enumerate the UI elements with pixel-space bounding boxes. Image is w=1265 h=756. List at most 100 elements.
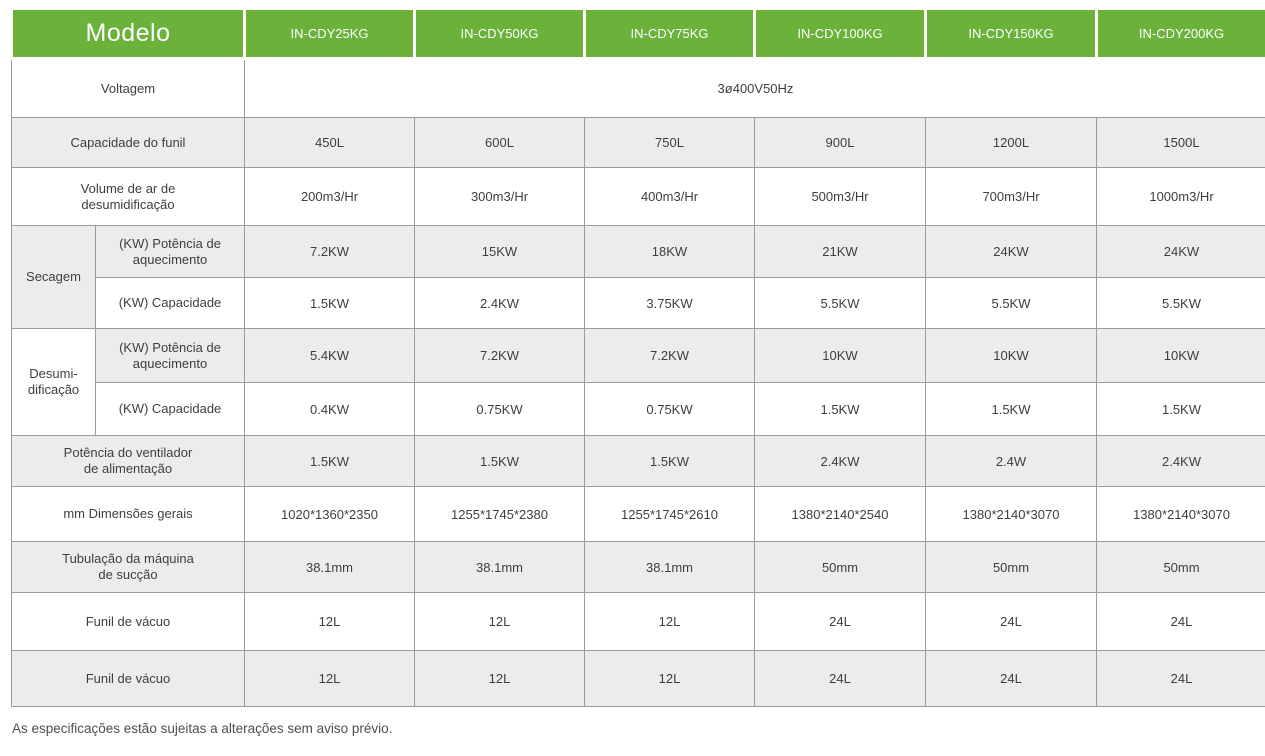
cell-value: 1.5KW [925, 382, 1097, 436]
cell-value: 50mm [754, 541, 926, 593]
cell-value: 2.4KW [1096, 435, 1265, 487]
cell-value: 1.5KW [414, 435, 585, 487]
cell-value: 1500L [1096, 117, 1265, 168]
row-hopper-capacity: Capacidade do funil 450L 600L 750L 900L … [11, 117, 1265, 168]
row-vacuum-hopper-1: Funil de vácuo 12L 12L 12L 24L 24L 24L [11, 592, 1265, 651]
cell-value: 24KW [925, 225, 1097, 278]
cell-value: 1.5KW [244, 435, 415, 487]
cell-value: 24L [925, 650, 1097, 707]
cell-value: 0.4KW [244, 382, 415, 436]
row-overall-dimensions: mm Dimensões gerais 1020*1360*2350 1255*… [11, 486, 1265, 542]
row-dehumid-heating-power: Desumi- dificação (KW) Potência de aquec… [11, 328, 1265, 436]
column-header-model-4: IN-CDY100KG [753, 7, 927, 60]
cell-value: 500m3/Hr [754, 167, 926, 226]
row-label: Funil de vácuo [11, 650, 245, 707]
row-dehumid-air-volume: Volume de ar de desumidificação 200m3/Hr… [11, 167, 1265, 226]
row-suction-piping: Tubulação da máquina de sucção 38.1mm 38… [11, 541, 1265, 593]
row-label: mm Dimensões gerais [11, 486, 245, 542]
cell-value: 12L [584, 650, 755, 707]
row-voltage: Voltagem 3ø400V50Hz [11, 58, 1265, 118]
cell-value: 300m3/Hr [414, 167, 585, 226]
cell-value: 200m3/Hr [244, 167, 415, 226]
cell-value: 10KW [754, 328, 926, 383]
cell-value: 2.4W [925, 435, 1097, 487]
row-drying-heating-power: Secagem (KW) Potência de aquecimento 7.2… [11, 225, 1265, 329]
cell-value: 50mm [925, 541, 1097, 593]
column-header-model-5: IN-CDY150KG [924, 7, 1098, 60]
cell-value: 24KW [1096, 225, 1265, 278]
column-header-model-1: IN-CDY25KG [243, 7, 416, 60]
cell-value: 5.5KW [754, 277, 926, 329]
cell-value: 3.75KW [584, 277, 755, 329]
row-vacuum-hopper-2: Funil de vácuo 12L 12L 12L 24L 24L 24L [11, 650, 1265, 707]
row-feed-blower-power: Potência do ventilador de alimentação 1.… [11, 435, 1265, 487]
header-row: Modelo IN-CDY25KG IN-CDY50KG IN-CDY75KG … [10, 7, 1265, 60]
row-dehumid-capacity: (KW) Capacidade 0.4KW 0.75KW 0.75KW 1.5K… [12, 382, 1265, 436]
cell-value: 12L [244, 592, 415, 651]
cell-value: 1.5KW [584, 435, 755, 487]
cell-value: 24L [925, 592, 1097, 651]
cell-value: 12L [414, 592, 585, 651]
cell-value: 38.1mm [244, 541, 415, 593]
cell-value: 1000m3/Hr [1096, 167, 1265, 226]
row-label: Funil de vácuo [11, 592, 245, 651]
cell-value: 7.2KW [244, 225, 415, 278]
cell-value: 0.75KW [584, 382, 755, 436]
cell-value: 12L [414, 650, 585, 707]
cell-value: 50mm [1096, 541, 1265, 593]
cell-value: 1.5KW [244, 277, 415, 329]
cell-value: 900L [754, 117, 926, 168]
cell-value: 1255*1745*2610 [584, 486, 755, 542]
row-sublabel: (KW) Capacidade [95, 277, 245, 329]
row-label: Volume de ar de desumidificação [11, 167, 245, 226]
row-label: Tubulação da máquina de sucção [11, 541, 245, 593]
cell-value: 2.4KW [754, 435, 926, 487]
spec-table: Modelo IN-CDY25KG IN-CDY50KG IN-CDY75KG … [10, 7, 1265, 707]
cell-value: 750L [584, 117, 755, 168]
row-label: Voltagem [11, 58, 245, 118]
cell-value: 3ø400V50Hz [244, 58, 1265, 118]
cell-value: 5.5KW [1096, 277, 1265, 329]
row-sublabel: (KW) Potência de aquecimento [95, 328, 245, 383]
cell-value: 1380*2140*3070 [925, 486, 1097, 542]
row-sublabel: (KW) Potência de aquecimento [95, 225, 245, 278]
cell-value: 1380*2140*3070 [1096, 486, 1265, 542]
cell-value: 400m3/Hr [584, 167, 755, 226]
cell-value: 38.1mm [414, 541, 585, 593]
cell-value: 24L [1096, 650, 1265, 707]
cell-value: 24L [754, 592, 926, 651]
cell-value: 24L [754, 650, 926, 707]
cell-value: 2.4KW [414, 277, 585, 329]
cell-value: 0.75KW [414, 382, 585, 436]
column-header-model-6: IN-CDY200KG [1095, 7, 1265, 60]
cell-value: 12L [244, 650, 415, 707]
cell-value: 10KW [1096, 328, 1265, 383]
footer-note: As especificações estão sujeitas a alter… [12, 721, 393, 736]
cell-value: 1.5KW [754, 382, 926, 436]
row-sublabel: (KW) Capacidade [95, 382, 245, 436]
cell-value: 600L [414, 117, 585, 168]
column-header-model-2: IN-CDY50KG [413, 7, 586, 60]
cell-value: 1200L [925, 117, 1097, 168]
cell-value: 10KW [925, 328, 1097, 383]
cell-value: 1255*1745*2380 [414, 486, 585, 542]
cell-value: 1020*1360*2350 [244, 486, 415, 542]
cell-value: 7.2KW [414, 328, 585, 383]
cell-value: 5.5KW [925, 277, 1097, 329]
row-label: Capacidade do funil [11, 117, 245, 168]
cell-value: 5.4KW [244, 328, 415, 383]
group-label-drying: Secagem [11, 225, 96, 329]
cell-value: 7.2KW [584, 328, 755, 383]
row-drying-capacity: (KW) Capacidade 1.5KW 2.4KW 3.75KW 5.5KW… [12, 277, 1265, 329]
cell-value: 24L [1096, 592, 1265, 651]
cell-value: 1380*2140*2540 [754, 486, 926, 542]
column-header-model-3: IN-CDY75KG [583, 7, 756, 60]
cell-value: 700m3/Hr [925, 167, 1097, 226]
cell-value: 21KW [754, 225, 926, 278]
cell-value: 1.5KW [1096, 382, 1265, 436]
model-header: Modelo [10, 7, 246, 60]
cell-value: 450L [244, 117, 415, 168]
group-label-dehumidification: Desumi- dificação [11, 328, 96, 436]
cell-value: 12L [584, 592, 755, 651]
cell-value: 15KW [414, 225, 585, 278]
